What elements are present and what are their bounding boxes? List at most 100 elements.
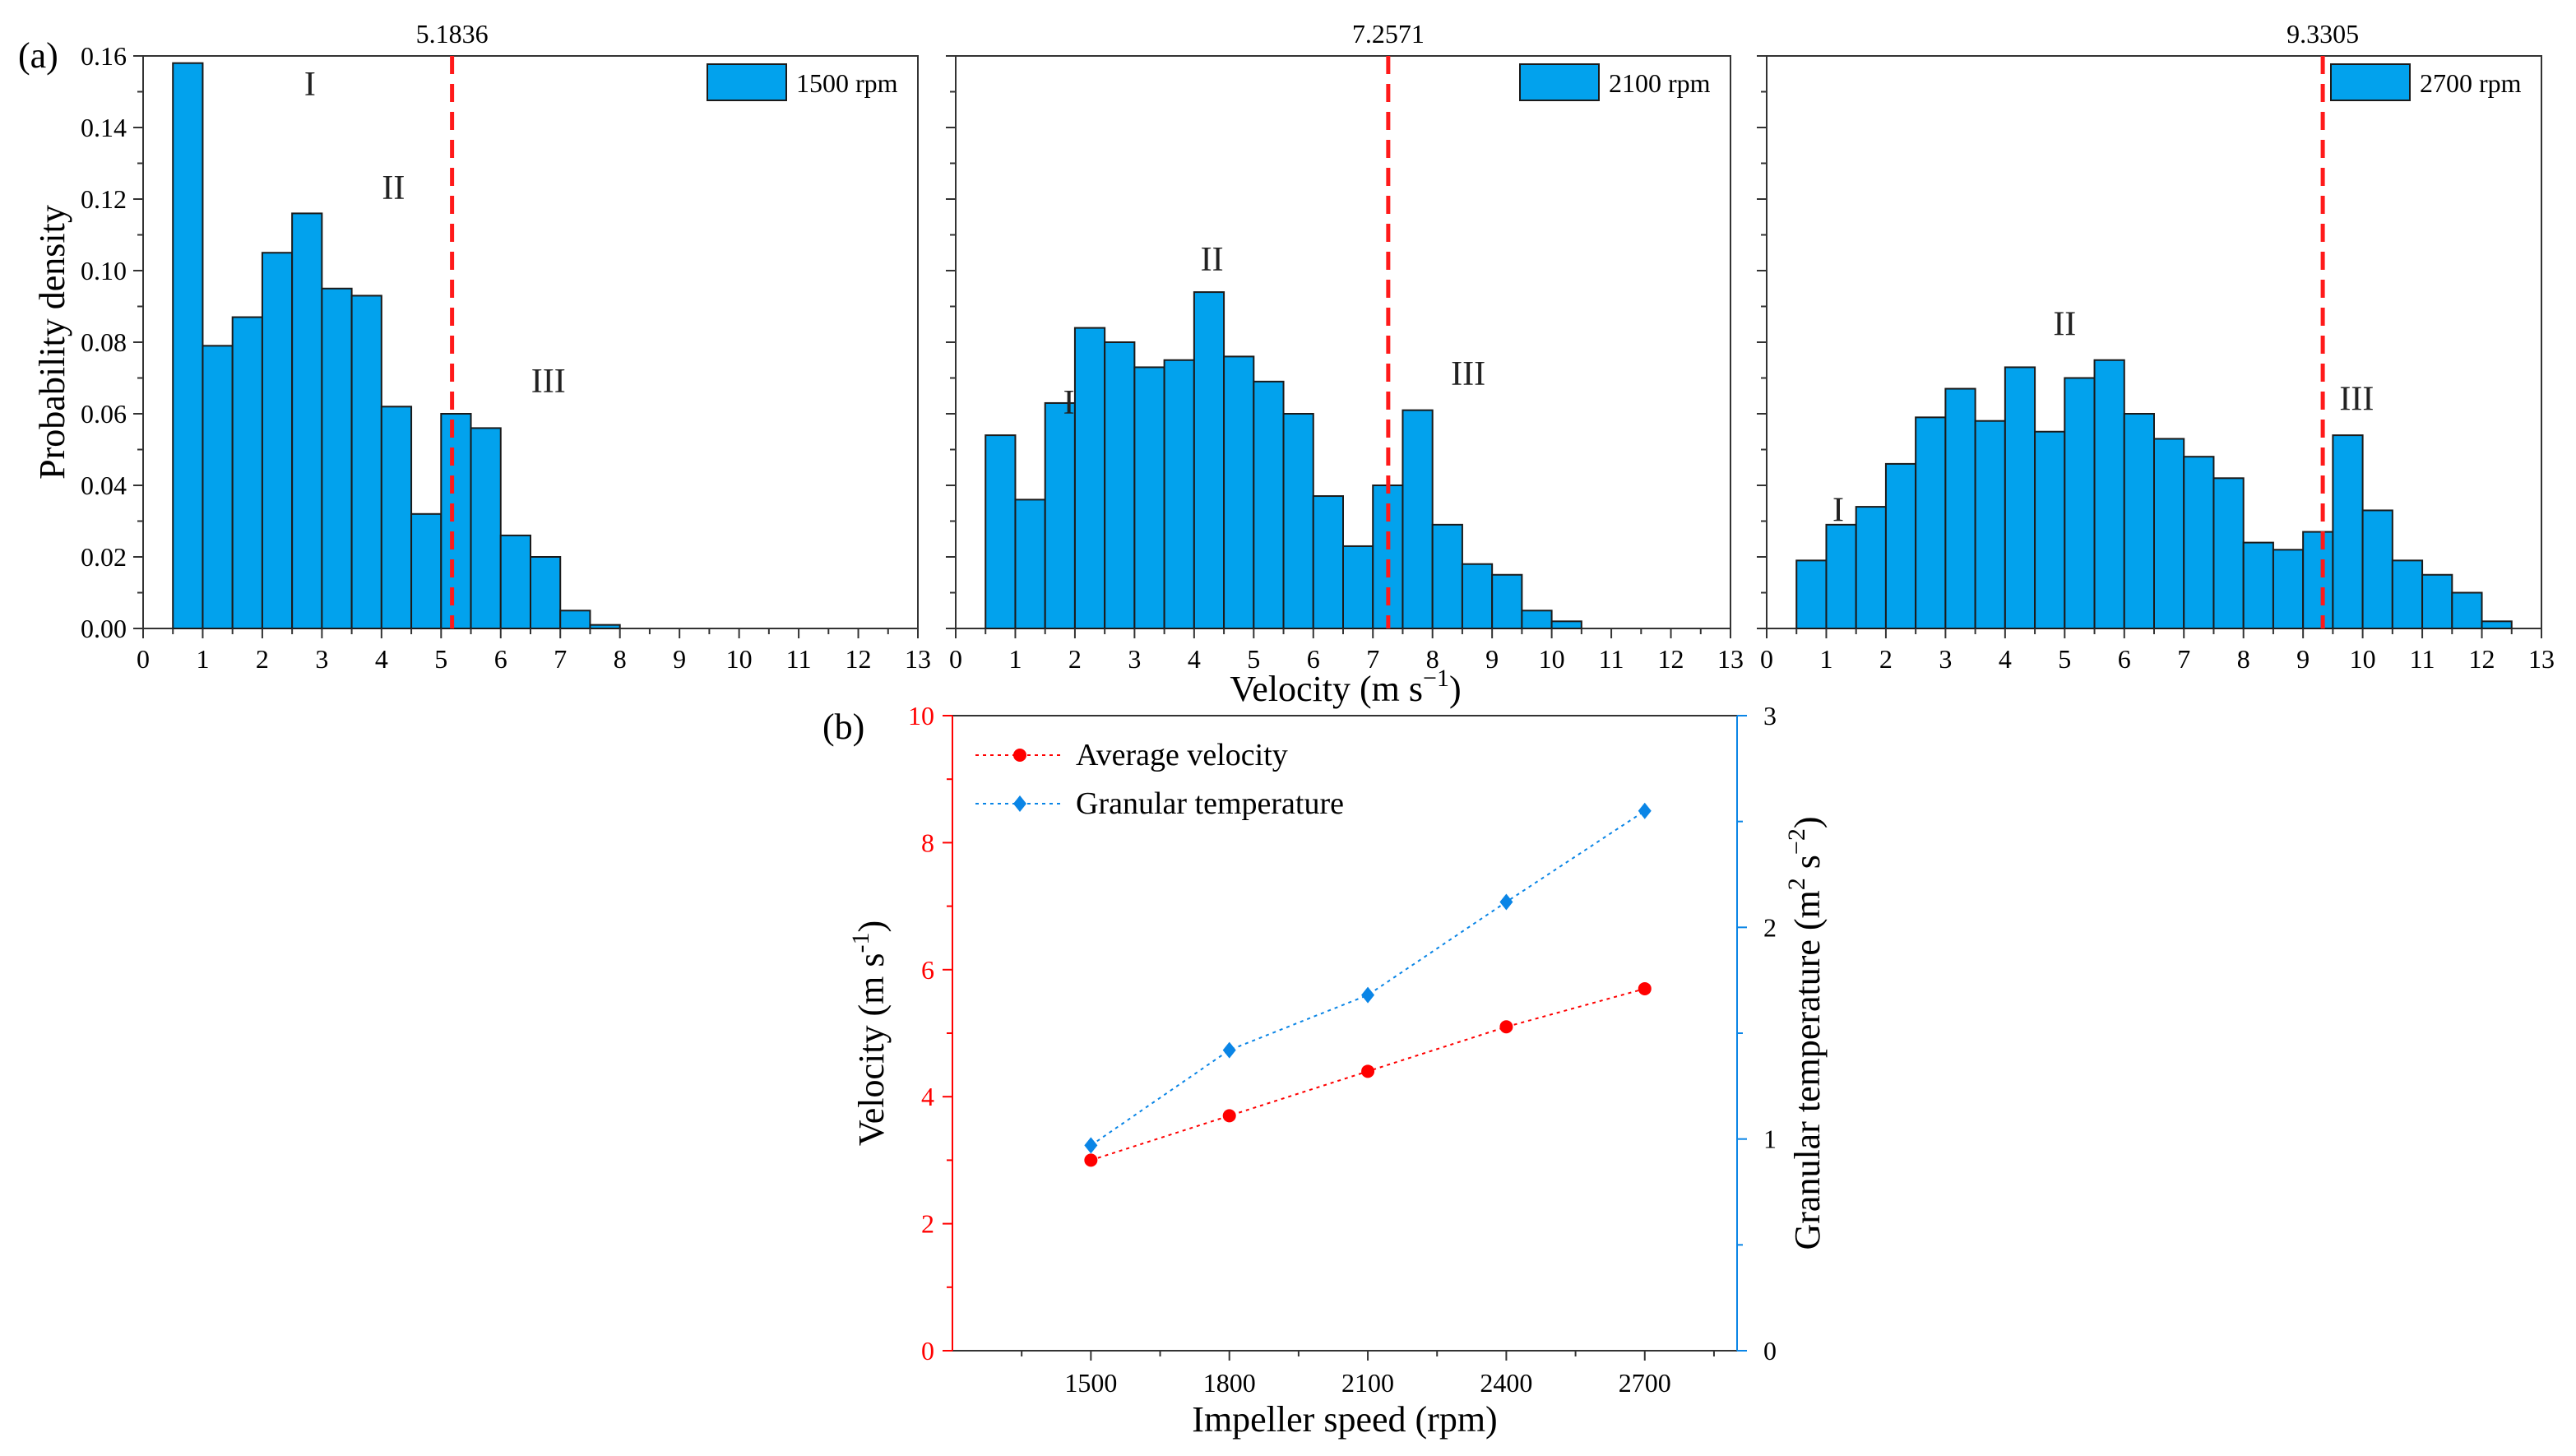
x-tick-label: 8 bbox=[1426, 644, 1439, 674]
histogram-bar bbox=[1193, 291, 1225, 629]
histogram-bar bbox=[2391, 559, 2424, 629]
series-marker bbox=[1361, 1064, 1375, 1078]
legend-label: Average velocity bbox=[1076, 738, 1288, 772]
histogram-bar bbox=[2064, 377, 2096, 629]
histogram-bar bbox=[1073, 327, 1106, 629]
legend-marker bbox=[1013, 749, 1026, 762]
left-y-tick-label: 2 bbox=[921, 1209, 934, 1239]
histogram-bar bbox=[2034, 430, 2066, 629]
histogram-bar bbox=[1825, 523, 1857, 629]
histogram-bar bbox=[2332, 434, 2364, 629]
histogram-bar bbox=[1521, 610, 1553, 629]
x-tick-label: 1 bbox=[196, 644, 209, 674]
histogram-bar bbox=[2212, 477, 2245, 629]
right-y-tick-label: 2 bbox=[1763, 912, 1777, 942]
x-tick-label: 6 bbox=[2118, 644, 2131, 674]
histogram-bar bbox=[350, 294, 382, 629]
histogram-bar bbox=[1133, 366, 1165, 629]
legend-marker bbox=[1013, 795, 1026, 812]
region-label: II bbox=[1201, 241, 1224, 279]
histogram-bar bbox=[1014, 498, 1046, 630]
histogram-bar bbox=[1944, 387, 1976, 629]
panel-b-label: (b) bbox=[822, 707, 864, 747]
x-tick-label: 2400 bbox=[1480, 1368, 1532, 1398]
left-y-tick-label: 8 bbox=[921, 828, 934, 857]
mean-velocity-value: 5.1836 bbox=[416, 19, 489, 49]
x-tick-label: 10 bbox=[1539, 644, 1565, 674]
series-marker bbox=[1499, 893, 1513, 911]
x-tick-label: 3 bbox=[315, 644, 328, 674]
x-tick-label: 6 bbox=[1307, 644, 1320, 674]
y-tick-label: 0.06 bbox=[81, 399, 127, 429]
line-chart-panel: 1500 1800 2100 2400 2700 0 2 4 6 8 10 0 1 2 3 Average v… bbox=[847, 701, 1828, 1440]
right-y-tick-label: 1 bbox=[1763, 1124, 1777, 1154]
histogram-bar bbox=[1402, 409, 1434, 629]
shared-x-axis-label: Velocity (m s−1) bbox=[1230, 665, 1461, 709]
legend-swatch bbox=[1519, 63, 1600, 101]
region-label: II bbox=[382, 169, 405, 207]
x-tick-label: 7 bbox=[554, 644, 567, 674]
histogram-bar bbox=[1163, 359, 1195, 629]
mean-velocity-value: 9.3305 bbox=[2286, 19, 2359, 49]
y-tick-label: 0.02 bbox=[81, 542, 127, 572]
x-tick-label: 11 bbox=[1599, 644, 1624, 674]
legend-swatch bbox=[2330, 63, 2411, 101]
x-tick-label: 4 bbox=[1999, 644, 2012, 674]
x-tick-label: 5 bbox=[434, 644, 447, 674]
region-label: II bbox=[2053, 305, 2076, 343]
histogram-bar bbox=[1884, 462, 1917, 630]
histogram-bar bbox=[2183, 456, 2215, 630]
x-tick-label: 13 bbox=[2528, 644, 2555, 674]
series-marker bbox=[1499, 1020, 1513, 1034]
series-marker bbox=[1084, 1153, 1098, 1167]
histogram-bar bbox=[1431, 523, 1463, 629]
y-tick-label: 0.14 bbox=[81, 113, 127, 142]
x-tick-label: 9 bbox=[1485, 644, 1499, 674]
x-tick-label: 5 bbox=[1247, 644, 1260, 674]
histogram-bar bbox=[2481, 620, 2513, 629]
x-tick-label: 11 bbox=[786, 644, 812, 674]
histogram-bar bbox=[410, 512, 442, 629]
series-marker bbox=[1638, 802, 1652, 819]
x-tick-label: 2 bbox=[256, 644, 269, 674]
y-tick-label: 0.00 bbox=[81, 614, 127, 643]
region-label: I bbox=[1063, 384, 1075, 422]
x-tick-label: 8 bbox=[614, 644, 627, 674]
y-tick-label: 0.04 bbox=[81, 471, 127, 500]
x-tick-label: 0 bbox=[1760, 644, 1773, 674]
histogram-bar bbox=[291, 212, 323, 629]
x-tick-label: 12 bbox=[846, 644, 872, 674]
histogram-bar bbox=[2421, 573, 2453, 629]
histogram-bar bbox=[1312, 495, 1345, 629]
series-marker bbox=[1638, 981, 1652, 995]
histogram-bar bbox=[1915, 416, 1947, 629]
legend-swatch bbox=[707, 63, 787, 101]
right-y-tick-label: 0 bbox=[1763, 1336, 1777, 1366]
x-tick-label: 3 bbox=[1939, 644, 1952, 674]
legend-label: 2100 rpm bbox=[1609, 68, 1711, 98]
x-tick-label: 4 bbox=[1188, 644, 1201, 674]
x-tick-label: 12 bbox=[2469, 644, 2495, 674]
legend-label: Granular temperature bbox=[1076, 786, 1344, 821]
histogram-panel-1: 0 1 2 3 4 5 6 7 8 9 10 11 12 130.000.020.040.060.080.… bbox=[32, 19, 931, 674]
y-axis-label: Probability density bbox=[32, 205, 72, 480]
histogram-bar bbox=[1342, 545, 1374, 630]
histogram-bar bbox=[321, 287, 353, 629]
series-marker bbox=[1084, 1137, 1098, 1154]
histogram-bar bbox=[440, 413, 472, 629]
region-label: III bbox=[2339, 381, 2374, 419]
left-y-tick-label: 6 bbox=[921, 955, 934, 985]
x-tick-label: 2100 bbox=[1341, 1368, 1394, 1398]
histogram-bar bbox=[1974, 420, 2006, 630]
histogram-bar bbox=[202, 345, 234, 629]
histogram-bar bbox=[2302, 531, 2334, 629]
x-tick-label: 3 bbox=[1128, 644, 1141, 674]
x-tick-label: 7 bbox=[1366, 644, 1379, 674]
x-axis-label: Impeller speed (rpm) bbox=[1192, 1399, 1497, 1440]
histogram-bar bbox=[2004, 366, 2036, 629]
x-tick-label: 6 bbox=[494, 644, 507, 674]
series-marker bbox=[1222, 1109, 1236, 1123]
region-label: I bbox=[1832, 492, 1844, 530]
y-tick-label: 0.10 bbox=[81, 256, 127, 285]
y-tick-label: 0.08 bbox=[81, 327, 127, 357]
